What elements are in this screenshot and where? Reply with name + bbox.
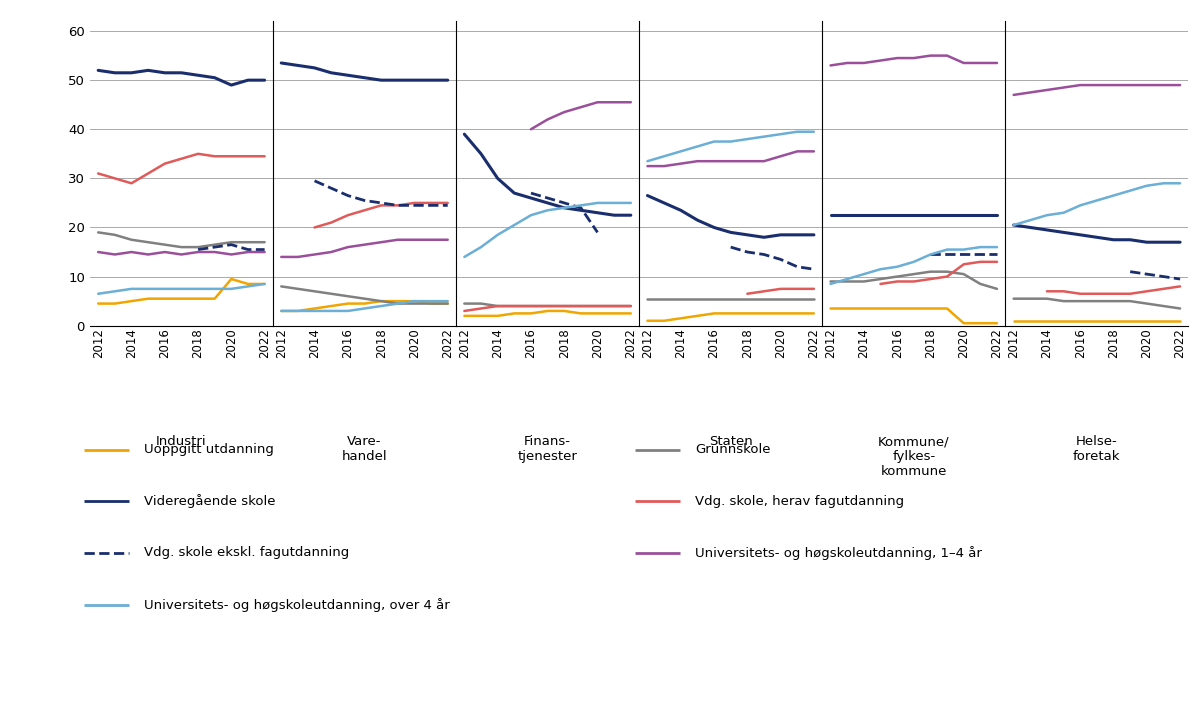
Text: Uoppgitt utdanning: Uoppgitt utdanning xyxy=(144,443,273,456)
Text: Helse-
foretak: Helse- foretak xyxy=(1073,435,1120,464)
Text: Grunnskole: Grunnskole xyxy=(695,443,770,456)
Text: Vdg. skole ekskl. fagutdanning: Vdg. skole ekskl. fagutdanning xyxy=(144,547,349,559)
Text: Universitets- og høgskoleutdanning, 1–4 år: Universitets- og høgskoleutdanning, 1–4 … xyxy=(695,546,981,560)
Text: Universitets- og høgskoleutdanning, over 4 år: Universitets- og høgskoleutdanning, over… xyxy=(144,598,449,612)
Text: Videregående skole: Videregående skole xyxy=(144,494,276,508)
Text: Industri: Industri xyxy=(156,435,207,448)
Text: Kommune/
fylkes-
kommune: Kommune/ fylkes- kommune xyxy=(878,435,950,479)
Text: Vare-
handel: Vare- handel xyxy=(341,435,387,464)
Text: Staten: Staten xyxy=(709,435,752,448)
Text: Vdg. skole, herav fagutdanning: Vdg. skole, herav fagutdanning xyxy=(695,495,904,508)
Text: Finans-
tjenester: Finans- tjenester xyxy=(518,435,577,464)
